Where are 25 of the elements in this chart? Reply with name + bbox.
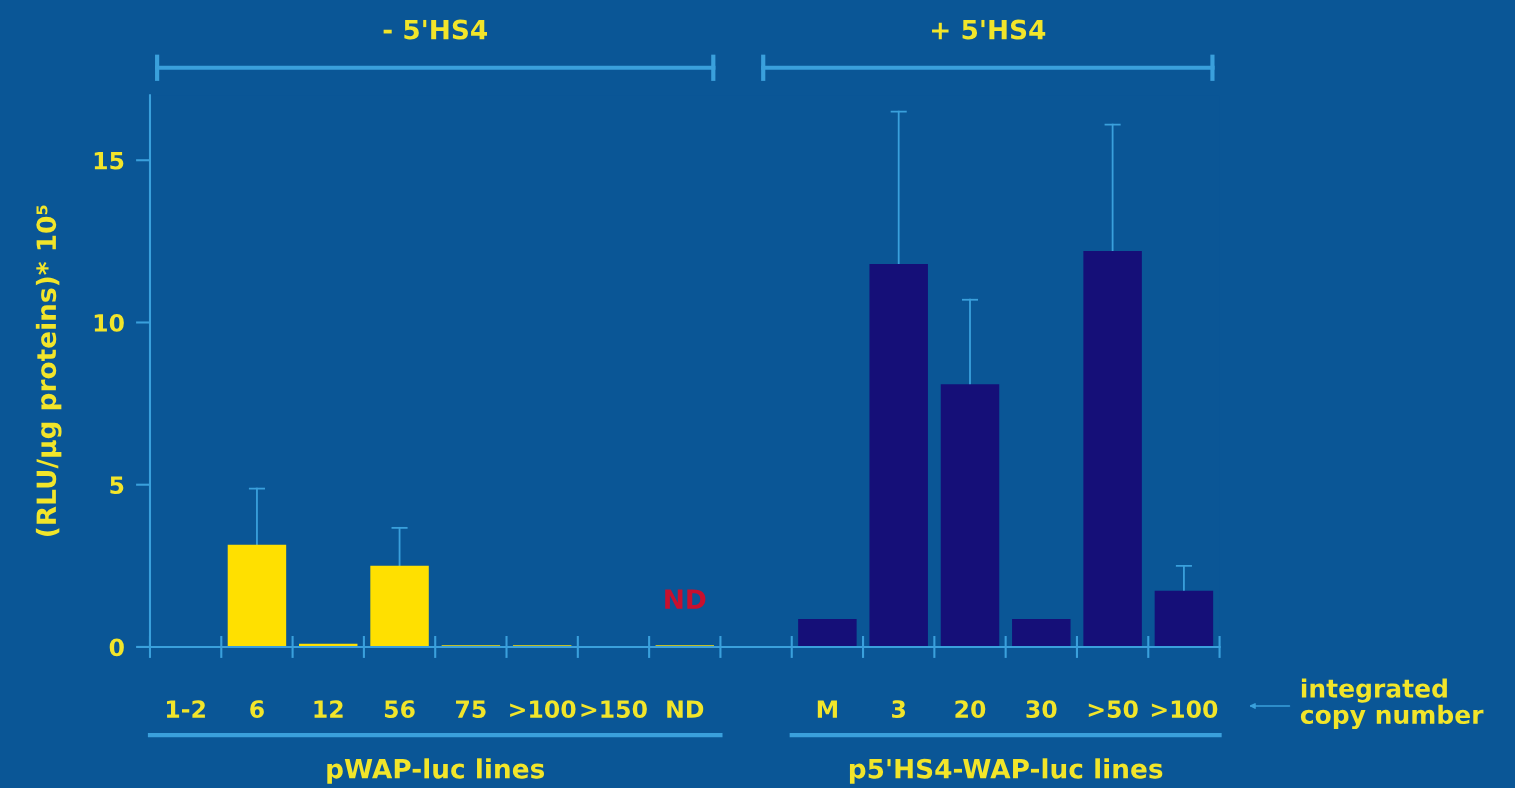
x-tick-label: 6 <box>250 700 264 718</box>
x-tick-label: M <box>817 700 837 718</box>
x-tick-label: 20 <box>955 700 986 718</box>
x-tick-label: ND <box>667 700 704 718</box>
y-tick-label: 15 <box>94 152 124 170</box>
x-tick-label: >100 <box>1151 700 1218 718</box>
text: - 5'HS4 <box>383 19 488 40</box>
y-tick-label: 10 <box>94 313 124 332</box>
annotation: ND <box>665 589 706 609</box>
text: integrated copy number <box>1300 678 1484 730</box>
x-tick-label: 56 <box>384 700 415 718</box>
x-tick-label: >100 <box>510 700 576 718</box>
x-tick-label: 75 <box>456 700 486 718</box>
y-tick-label: 0 <box>109 638 124 657</box>
x-tick-label: >50 <box>1088 700 1138 718</box>
x-tick-label: 30 <box>1026 700 1057 718</box>
x-tick-label: 12 <box>314 700 343 718</box>
x-tick-label: 3 <box>892 700 906 718</box>
text: p5'HS4-WAP-luc lines <box>849 758 1163 784</box>
text: pWAP-luc lines <box>327 758 545 784</box>
y-tick-label: 5 <box>110 476 124 495</box>
text: + 5'HS4 <box>932 19 1046 40</box>
x-tick-label: >150 <box>581 700 647 718</box>
y-axis-title: (RLU/µg proteins)* 10⁵ <box>35 205 62 536</box>
x-tick-label: 1-2 <box>166 700 205 718</box>
